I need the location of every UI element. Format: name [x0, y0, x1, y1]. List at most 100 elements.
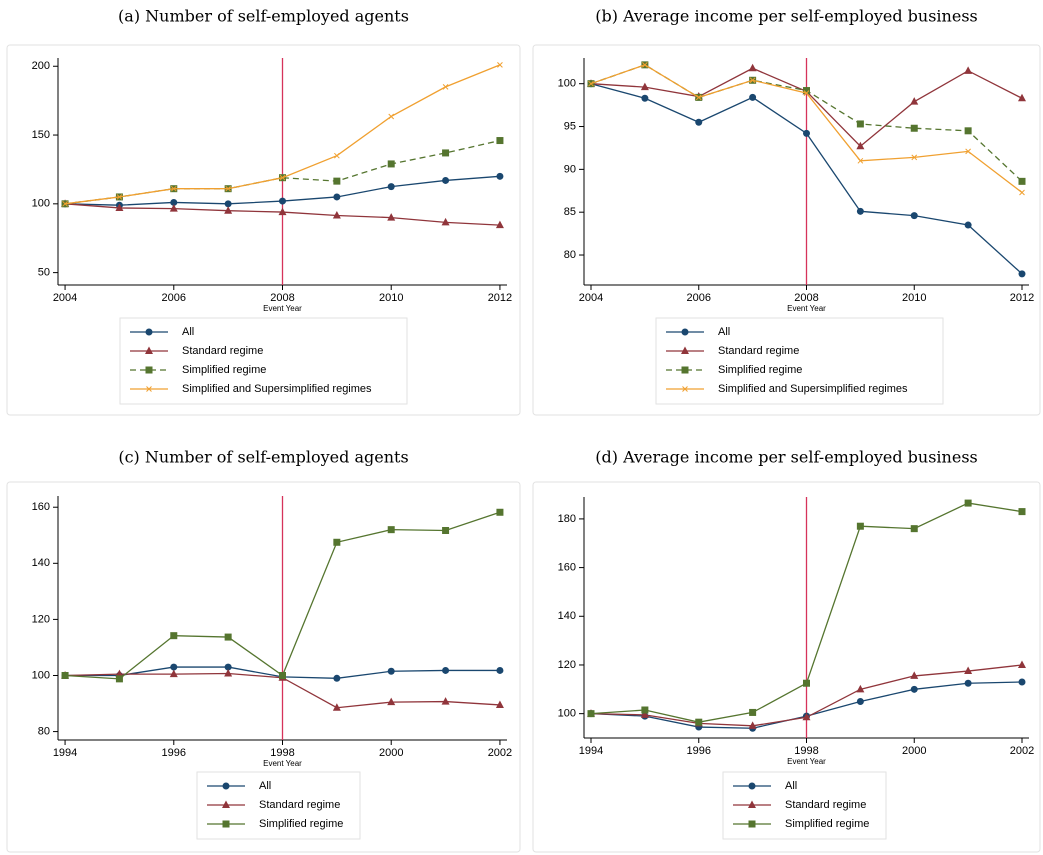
marker	[964, 221, 972, 229]
marker	[748, 63, 757, 72]
marker	[442, 84, 449, 90]
marker	[496, 137, 504, 145]
marker	[115, 675, 123, 683]
marker	[170, 663, 178, 671]
panel-title: (c) Number of self-employed agents	[118, 448, 408, 467]
marker	[964, 127, 972, 135]
marker	[803, 90, 810, 96]
marker	[964, 666, 973, 675]
x-tick-label: 1998	[794, 745, 818, 757]
legend-frame	[119, 317, 408, 405]
marker	[387, 213, 396, 221]
marker	[387, 667, 395, 675]
legend-label: All	[718, 326, 730, 338]
x-tick-label: 2012	[488, 292, 512, 304]
marker	[1019, 189, 1025, 196]
y-tick-label: 50	[38, 267, 50, 279]
x-tick-label: 2012	[1010, 292, 1034, 304]
legend-frame	[655, 317, 944, 405]
marker	[856, 522, 864, 530]
marker	[333, 193, 341, 201]
x-axis-label: Event Year	[787, 304, 826, 313]
marker	[442, 176, 450, 184]
y-tick-label: 180	[558, 513, 576, 525]
marker	[802, 712, 811, 721]
y-tick-label: 140	[558, 610, 576, 622]
x-tick-label: 1994	[579, 745, 603, 757]
x-tick-label: 1996	[687, 745, 711, 757]
legend-label: Simplified and Supersimplified regimes	[182, 383, 372, 395]
marker	[803, 87, 810, 95]
marker	[387, 160, 395, 168]
marker	[496, 508, 504, 516]
legend-label: Simplified regime	[259, 818, 343, 830]
marker	[964, 66, 973, 74]
marker	[442, 149, 450, 157]
marker	[387, 526, 395, 534]
marker	[1018, 270, 1026, 278]
x-tick-label: 2006	[162, 292, 186, 304]
marker	[279, 174, 286, 181]
marker	[332, 211, 341, 219]
marker	[169, 204, 178, 212]
x-tick-label: 2000	[379, 747, 403, 759]
marker	[116, 194, 123, 200]
marker	[332, 703, 341, 711]
marker	[910, 212, 918, 220]
legend-marker	[145, 366, 153, 374]
y-tick-label: 100	[32, 669, 50, 681]
marker	[115, 203, 124, 211]
y-tick-label: 160	[32, 501, 50, 513]
legend-label: All	[259, 780, 271, 792]
x-tick-label: 2008	[270, 292, 294, 304]
y-tick-label: 90	[564, 163, 576, 175]
marker	[496, 172, 504, 180]
panel-frame	[532, 44, 1041, 416]
marker	[61, 671, 69, 679]
y-tick-label: 85	[564, 206, 576, 218]
panel-frame	[6, 44, 521, 416]
legend-label: Standard regime	[182, 345, 263, 357]
marker	[442, 526, 450, 534]
marker	[387, 183, 395, 191]
marker	[170, 185, 177, 192]
marker	[497, 62, 503, 68]
x-tick-label: 1998	[270, 747, 294, 759]
marker	[964, 499, 972, 507]
marker	[695, 94, 702, 101]
marker	[803, 679, 810, 687]
panel-title: (d) Average income per self-employed bus…	[595, 448, 978, 467]
marker	[1017, 93, 1026, 102]
marker	[803, 129, 810, 137]
marker	[170, 632, 178, 640]
legend-label: Standard regime	[785, 799, 866, 811]
marker	[333, 674, 341, 682]
marker	[224, 206, 233, 214]
marker	[641, 94, 649, 102]
y-tick-label: 100	[32, 198, 50, 210]
marker	[856, 141, 865, 150]
marker	[640, 82, 649, 91]
marker	[749, 708, 757, 716]
marker	[640, 710, 649, 718]
panel: (d) Average income per self-employed bus…	[532, 448, 1041, 853]
legend-marker	[145, 346, 153, 354]
marker	[224, 663, 232, 671]
x-tick-label: 2004	[579, 292, 603, 304]
marker	[442, 666, 450, 674]
y-tick-label: 80	[38, 725, 50, 737]
marker	[910, 685, 918, 693]
legend-marker	[681, 346, 689, 354]
marker	[695, 118, 703, 126]
marker	[641, 706, 649, 714]
marker	[749, 77, 756, 84]
legend-marker	[222, 820, 230, 828]
x-tick-label: 2006	[687, 292, 711, 304]
legend-marker	[222, 782, 230, 790]
marker	[857, 157, 864, 164]
legend-label: Simplified and Supersimplified regimes	[718, 383, 908, 395]
marker	[224, 669, 233, 677]
marker	[695, 718, 703, 726]
legend-label: Standard regime	[259, 799, 340, 811]
legend-label: Simplified regime	[182, 364, 266, 376]
